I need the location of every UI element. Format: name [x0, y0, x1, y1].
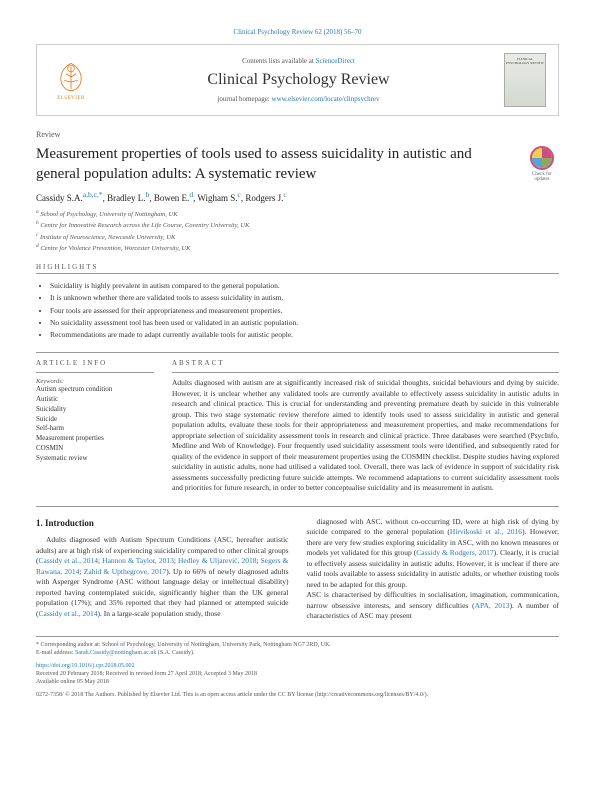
- affiliations: a School of Psychology, University of No…: [36, 209, 559, 253]
- elsevier-tree-icon: [54, 60, 88, 94]
- authors-line: Cassidy S.A.a,b,c,*, Bradley L.b, Bowen …: [36, 190, 559, 203]
- keyword: Autistic: [36, 395, 154, 405]
- article-title: Measurement properties of tools used to …: [36, 145, 513, 184]
- highlight-item: Recommendations are made to adapt curren…: [50, 329, 559, 340]
- keyword: Autism spectrum condition: [36, 385, 154, 395]
- elsevier-name: ELSEVIER: [57, 96, 85, 101]
- header-citation: Clinical Psychology Review 62 (2018) 56–…: [36, 28, 559, 36]
- keyword: Systematic review: [36, 454, 154, 464]
- sciencedirect-link[interactable]: ScienceDirect: [316, 57, 355, 65]
- check-updates-badge[interactable]: Check for updates: [525, 145, 559, 183]
- masthead: ELSEVIER Contents lists available at Sci…: [36, 44, 559, 116]
- article-info-label: ARTICLE INFO: [36, 359, 154, 367]
- keyword: Suicide: [36, 415, 154, 425]
- keywords-label: Keywords:: [36, 378, 154, 385]
- highlight-item: It is unknown whether there are validate…: [50, 292, 559, 303]
- highlight-item: Suicidality is highly prevalent in autis…: [50, 280, 559, 291]
- highlight-item: No suicidality assessment tool has been …: [50, 317, 559, 328]
- issn-license: 0272-7358/ © 2018 The Authors. Published…: [36, 691, 428, 699]
- corresponding-author: * Corresponding author at: School of Psy…: [36, 641, 559, 649]
- abstract-label: ABSTRACT: [172, 359, 559, 367]
- footer: * Corresponding author at: School of Psy…: [36, 636, 559, 699]
- body-col-left: 1. Introduction Adults diagnosed with Au…: [36, 517, 289, 626]
- email-line: E-mail address: Sarah.Cassidy@nottingham…: [36, 649, 559, 657]
- keyword: Measurement properties: [36, 434, 154, 444]
- journal-cover-thumb: CLINICAL PSYCHOLOGY REVIEW: [504, 53, 546, 107]
- keyword: Suicidality: [36, 405, 154, 415]
- doi-link[interactable]: https://doi.org/10.1016/j.cpr.2018.05.00…: [36, 663, 135, 669]
- keywords-list: Autism spectrum conditionAutisticSuicida…: [36, 385, 154, 463]
- homepage-link[interactable]: www.elsevier.com/locate/clinpsychrev: [272, 95, 380, 103]
- highlight-item: Four tools are assessed for their approp…: [50, 305, 559, 316]
- highlights-label: HIGHLIGHTS: [36, 263, 559, 274]
- article-type: Review: [36, 130, 559, 139]
- journal-name: Clinical Psychology Review: [109, 71, 488, 89]
- highlights-list: Suicidality is highly prevalent in autis…: [36, 280, 559, 340]
- intro-heading: 1. Introduction: [36, 517, 289, 530]
- keyword: Self-harm: [36, 424, 154, 434]
- body-col-right: diagnosed with ASC, without co-occurring…: [307, 517, 560, 626]
- elsevier-logo: ELSEVIER: [49, 55, 93, 105]
- received-line: Received 20 February 2018; Received in r…: [36, 670, 559, 678]
- contents-line: Contents lists available at ScienceDirec…: [109, 57, 488, 65]
- email-link[interactable]: Sarah.Cassidy@nottingham.ac.uk: [75, 650, 156, 656]
- homepage-line: journal homepage: www.elsevier.com/locat…: [109, 95, 488, 103]
- available-line: Available online 05 May 2018: [36, 678, 559, 686]
- keyword: COSMIN: [36, 444, 154, 454]
- abstract-text: Adults diagnosed with autism are at sign…: [172, 378, 559, 494]
